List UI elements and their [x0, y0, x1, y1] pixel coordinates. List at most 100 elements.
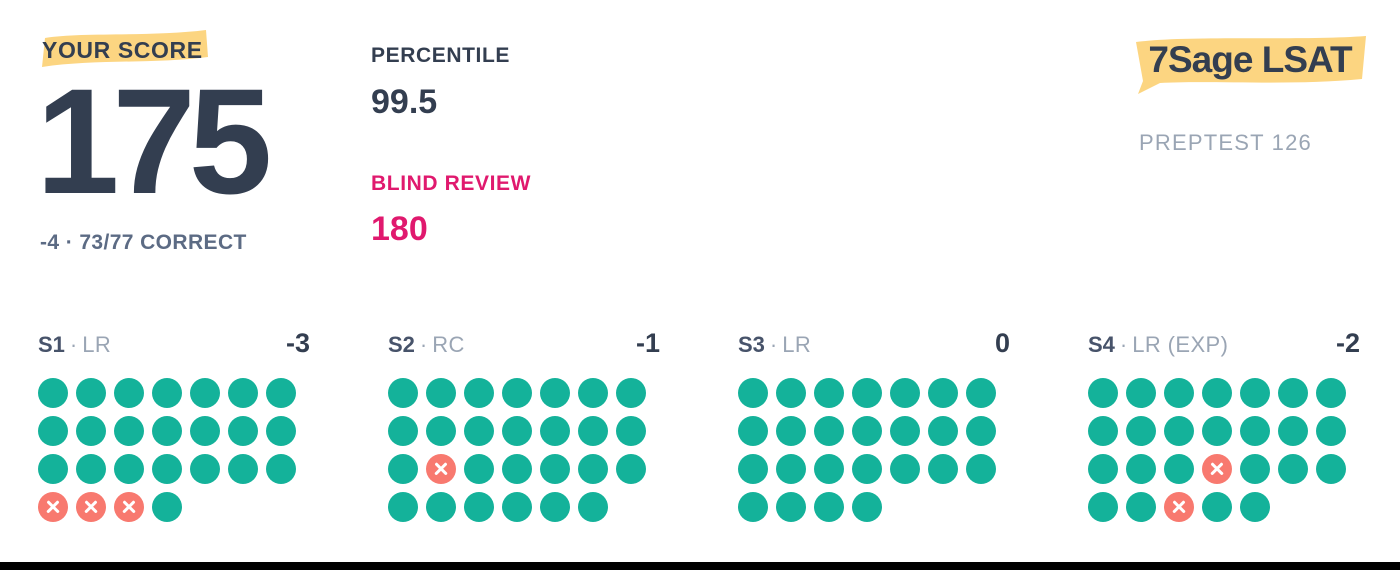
- question-dot-correct[interactable]: [1126, 378, 1156, 408]
- question-dot-incorrect[interactable]: [38, 492, 68, 522]
- question-dot-incorrect[interactable]: [76, 492, 106, 522]
- question-dot-correct[interactable]: [38, 416, 68, 446]
- question-dot-correct[interactable]: [228, 378, 258, 408]
- question-dot-correct[interactable]: [738, 492, 768, 522]
- question-dot-correct[interactable]: [1278, 378, 1308, 408]
- question-dot-correct[interactable]: [852, 416, 882, 446]
- question-dot-incorrect[interactable]: [1164, 492, 1194, 522]
- question-dot-correct[interactable]: [388, 492, 418, 522]
- question-dot-correct[interactable]: [1240, 492, 1270, 522]
- question-dot-correct[interactable]: [114, 416, 144, 446]
- question-dot-incorrect[interactable]: [1202, 454, 1232, 484]
- question-dot-correct[interactable]: [890, 378, 920, 408]
- question-dot-correct[interactable]: [738, 416, 768, 446]
- question-dot-correct[interactable]: [1164, 416, 1194, 446]
- question-dot-correct[interactable]: [616, 378, 646, 408]
- question-dot-correct[interactable]: [578, 378, 608, 408]
- question-dot-correct[interactable]: [1126, 416, 1156, 446]
- question-dot-correct[interactable]: [776, 454, 806, 484]
- question-dot-correct[interactable]: [966, 454, 996, 484]
- question-dot-correct[interactable]: [1164, 454, 1194, 484]
- question-dot-correct[interactable]: [578, 454, 608, 484]
- question-dot-correct[interactable]: [152, 378, 182, 408]
- question-dot-correct[interactable]: [190, 416, 220, 446]
- question-dot-correct[interactable]: [114, 378, 144, 408]
- question-dot-correct[interactable]: [76, 378, 106, 408]
- question-dot-correct[interactable]: [814, 416, 844, 446]
- question-dot-correct[interactable]: [266, 454, 296, 484]
- question-dot-correct[interactable]: [540, 416, 570, 446]
- question-dot-correct[interactable]: [388, 454, 418, 484]
- question-dot-correct[interactable]: [852, 454, 882, 484]
- question-dot-correct[interactable]: [114, 454, 144, 484]
- question-dot-correct[interactable]: [502, 378, 532, 408]
- question-dot-correct[interactable]: [190, 454, 220, 484]
- question-dot-correct[interactable]: [1202, 416, 1232, 446]
- question-dot-correct[interactable]: [540, 378, 570, 408]
- question-dot-correct[interactable]: [464, 416, 494, 446]
- question-dot-correct[interactable]: [814, 454, 844, 484]
- question-dot-correct[interactable]: [1088, 454, 1118, 484]
- question-dot-correct[interactable]: [1164, 378, 1194, 408]
- question-dot-correct[interactable]: [152, 454, 182, 484]
- question-dot-correct[interactable]: [616, 416, 646, 446]
- question-dot-correct[interactable]: [776, 416, 806, 446]
- question-dot-correct[interactable]: [738, 378, 768, 408]
- question-dot-correct[interactable]: [1088, 492, 1118, 522]
- question-dot-correct[interactable]: [388, 416, 418, 446]
- question-dot-correct[interactable]: [1316, 454, 1346, 484]
- question-dot-correct[interactable]: [502, 454, 532, 484]
- question-dot-correct[interactable]: [776, 492, 806, 522]
- question-dot-correct[interactable]: [852, 492, 882, 522]
- question-dot-correct[interactable]: [228, 416, 258, 446]
- question-dot-correct[interactable]: [928, 378, 958, 408]
- question-dot-incorrect[interactable]: [114, 492, 144, 522]
- question-dot-correct[interactable]: [1316, 416, 1346, 446]
- question-dot-correct[interactable]: [1088, 378, 1118, 408]
- question-dot-correct[interactable]: [464, 378, 494, 408]
- question-dot-correct[interactable]: [152, 416, 182, 446]
- question-dot-correct[interactable]: [152, 492, 182, 522]
- question-dot-correct[interactable]: [76, 416, 106, 446]
- question-dot-correct[interactable]: [852, 378, 882, 408]
- question-dot-correct[interactable]: [540, 492, 570, 522]
- question-dot-correct[interactable]: [1316, 378, 1346, 408]
- question-dot-correct[interactable]: [1202, 378, 1232, 408]
- question-dot-correct[interactable]: [1240, 454, 1270, 484]
- question-dot-correct[interactable]: [890, 416, 920, 446]
- question-dot-correct[interactable]: [388, 378, 418, 408]
- question-dot-correct[interactable]: [426, 416, 456, 446]
- question-dot-correct[interactable]: [1278, 454, 1308, 484]
- question-dot-incorrect[interactable]: [426, 454, 456, 484]
- question-dot-correct[interactable]: [890, 454, 920, 484]
- question-dot-correct[interactable]: [616, 454, 646, 484]
- question-dot-correct[interactable]: [190, 378, 220, 408]
- question-dot-correct[interactable]: [426, 492, 456, 522]
- question-dot-correct[interactable]: [738, 454, 768, 484]
- question-dot-correct[interactable]: [426, 378, 456, 408]
- question-dot-correct[interactable]: [464, 454, 494, 484]
- question-dot-correct[interactable]: [776, 378, 806, 408]
- question-dot-correct[interactable]: [228, 454, 258, 484]
- question-dot-correct[interactable]: [1278, 416, 1308, 446]
- question-dot-correct[interactable]: [266, 416, 296, 446]
- question-dot-correct[interactable]: [38, 454, 68, 484]
- question-dot-correct[interactable]: [1202, 492, 1232, 522]
- question-dot-correct[interactable]: [502, 416, 532, 446]
- question-dot-correct[interactable]: [928, 416, 958, 446]
- question-dot-correct[interactable]: [1088, 416, 1118, 446]
- question-dot-correct[interactable]: [578, 492, 608, 522]
- question-dot-correct[interactable]: [502, 492, 532, 522]
- question-dot-correct[interactable]: [578, 416, 608, 446]
- question-dot-correct[interactable]: [76, 454, 106, 484]
- question-dot-correct[interactable]: [1126, 454, 1156, 484]
- question-dot-correct[interactable]: [814, 492, 844, 522]
- question-dot-correct[interactable]: [1126, 492, 1156, 522]
- question-dot-correct[interactable]: [38, 378, 68, 408]
- question-dot-correct[interactable]: [966, 416, 996, 446]
- question-dot-correct[interactable]: [966, 378, 996, 408]
- question-dot-correct[interactable]: [1240, 378, 1270, 408]
- question-dot-correct[interactable]: [464, 492, 494, 522]
- question-dot-correct[interactable]: [266, 378, 296, 408]
- question-dot-correct[interactable]: [928, 454, 958, 484]
